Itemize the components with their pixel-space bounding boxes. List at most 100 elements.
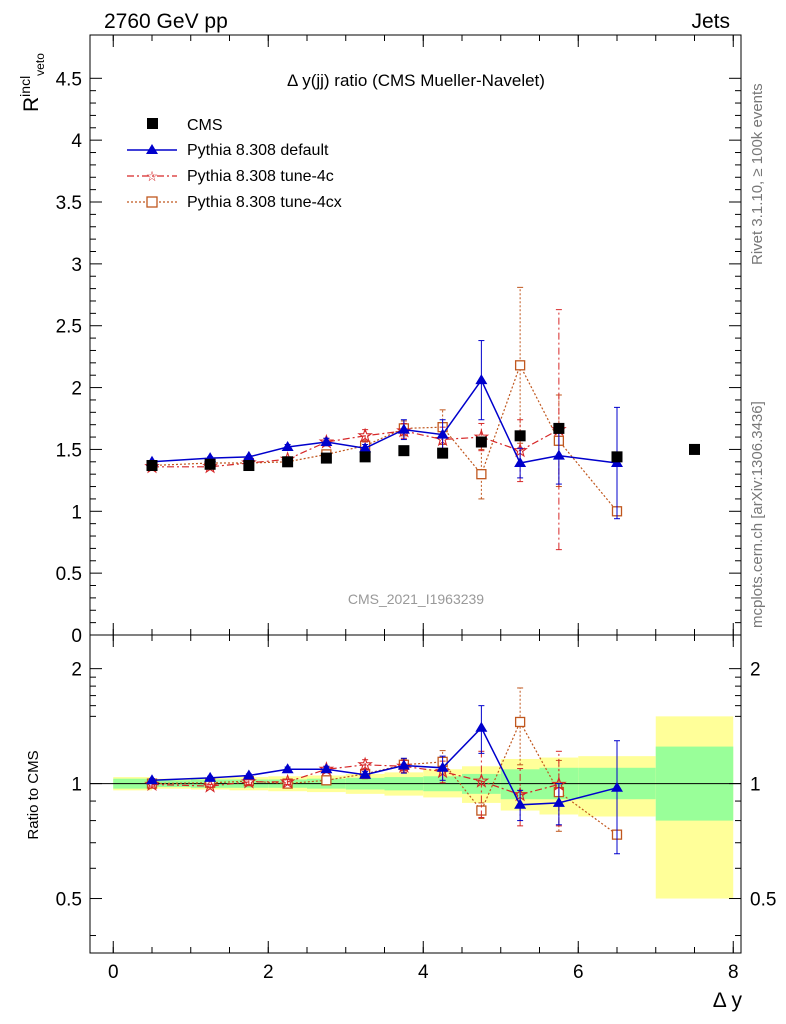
ratio-ytick-label-1: 1 [71, 775, 82, 796]
ratio-ytick-label-0: 0.5 [56, 890, 82, 911]
legend-label-default: Pythia 8.308 default [187, 142, 329, 159]
ratio-marker-default-3 [281, 763, 294, 774]
main-panel: 0 0.5 1 1.5 2 2.5 3 3.5 4 4.5 Δ y(jj) ratio (CMS … [17, 34, 742, 647]
ratio-marker-tune4c-2 [241, 773, 257, 789]
x-tick-label-2: 4 [418, 962, 429, 983]
main-marker-cms-4 [320, 452, 332, 464]
analysis-watermark: CMS_2021_I1963239 [348, 591, 484, 607]
main-marker-cms-8 [475, 436, 487, 448]
ratio-ytick-label-right-1: 1 [750, 775, 761, 796]
main-marker-cms-6 [398, 445, 410, 457]
side-text-mcplots: mcplots.cern.ch [arXiv:1306.3436] [749, 401, 766, 628]
main-ytick-label-8: 4 [71, 131, 82, 152]
main-marker-default-7 [436, 428, 449, 439]
header-right: Jets [691, 10, 730, 33]
main-y-label: Rinclveto [17, 53, 47, 112]
main-line-tune4c [152, 429, 560, 468]
legend-label-cms: CMS [187, 117, 223, 134]
ratio-marker-tune4c-1 [202, 777, 218, 793]
ratio-marker-default-2 [242, 769, 255, 780]
legend-marker-tune4c: ☆ [146, 168, 159, 184]
ratio-panel: 0.5 0.5 1 1 2 2 0 2 4 6 8 Ratio to CMS Δ y [25, 634, 776, 1012]
ratio-marker-default-10 [552, 796, 565, 807]
main-ytick-label-1: 0.5 [56, 564, 82, 585]
x-tick-label-1: 2 [263, 962, 274, 983]
main-marker-cms-12 [689, 443, 700, 455]
ratio-marker-default-8 [475, 721, 488, 732]
ratio-marker-default-9 [514, 798, 527, 809]
main-ytick-label-4: 2 [71, 379, 82, 400]
ratio-marker-default-0 [146, 774, 158, 785]
legend-entry-default: Pythia 8.308 default [127, 142, 329, 159]
main-marker-cms-9 [514, 430, 526, 442]
main-marker-cms-11 [611, 451, 623, 463]
ratio-marker-tune4c-3 [279, 773, 296, 789]
legend-label-tune4c: Pythia 8.308 tune-4c [187, 168, 334, 185]
legend-entry-cms: CMS [147, 117, 223, 134]
ratio-marker-default-4 [320, 763, 333, 774]
main-ytick-label-2: 1 [71, 502, 82, 523]
legend: CMS Pythia 8.308 default ☆ Pythia 8.308 … [127, 117, 342, 211]
ratio-marker-default-1 [204, 771, 217, 782]
main-line-tune4cx [151, 363, 618, 512]
main-ytick-label-9: 4.5 [56, 69, 82, 90]
ylabel-sub: veto [33, 53, 47, 76]
main-marker-cms-5 [359, 451, 371, 463]
legend-label-tune4cx: Pythia 8.308 tune-4cx [187, 194, 342, 211]
side-text-rivet: Rivet 3.1.10, ≥ 100k events [749, 83, 766, 265]
x-tick-label-0: 0 [108, 962, 119, 983]
ratio-marker-tune4c-5 [357, 756, 373, 772]
main-ytick-label-6: 3 [71, 255, 82, 276]
main-marker-cms-10 [553, 422, 565, 434]
ratio-ytick-label-right-0: 0.5 [750, 890, 776, 911]
main-marker-tune4cx-9 [514, 360, 526, 371]
main-marker-default-9 [514, 457, 527, 468]
ylabel-main: R [20, 97, 43, 112]
main-marker-cms-7 [437, 447, 449, 459]
main-ytick-label-5: 2.5 [56, 317, 82, 338]
main-line-default [151, 378, 618, 464]
main-marker-default-6 [397, 423, 410, 434]
main-marker-cms-3 [282, 456, 294, 468]
ratio-line-default [151, 726, 618, 806]
x-axis-label: Δ y [713, 989, 743, 1012]
ratio-marker-default-6 [397, 759, 410, 770]
legend-marker-tune4cx [146, 196, 158, 208]
header-left: 2760 GeV pp [104, 10, 228, 33]
main-ytick-label-3: 1.5 [56, 440, 82, 461]
ratio-marker-default-11 [611, 781, 623, 792]
main-marker-default-4 [320, 436, 333, 447]
legend-marker-default [146, 144, 158, 154]
main-marker-default-10 [552, 449, 565, 460]
main-marker-default-8 [475, 374, 488, 385]
x-tick-label-3: 6 [573, 962, 584, 983]
ratio-marker-tune4cx-9 [514, 716, 526, 728]
ratio-ytick-label-right-2: 2 [750, 660, 761, 681]
legend-entry-tune4cx: Pythia 8.308 tune-4cx [127, 194, 342, 211]
x-tick-label-4: 8 [728, 962, 739, 983]
main-marker-default-5 [359, 442, 372, 453]
main-marker-cms-1 [204, 458, 216, 470]
legend-entry-tune4c: ☆ Pythia 8.308 tune-4c [127, 168, 334, 185]
main-marker-default-3 [281, 440, 294, 451]
ratio-y-label: Ratio to CMS [25, 750, 42, 839]
svg-text:Rinclveto: Rinclveto [17, 53, 47, 112]
ratio-marker-tune4cx-4 [321, 775, 332, 786]
legend-marker-cms [147, 118, 158, 129]
ratio-marker-default-5 [359, 768, 372, 779]
main-marker-cms-0 [146, 460, 158, 472]
main-ytick-label-7: 3.5 [56, 193, 82, 214]
main-marker-tune4cx-8 [476, 469, 487, 480]
ylabel-sup: incl [17, 76, 33, 97]
ratio-marker-tune4c-8 [473, 772, 490, 788]
main-ytick-label-0: 0 [71, 626, 82, 647]
ratio-ytick-label-2: 2 [71, 660, 82, 681]
main-title: Δ y(jj) ratio (CMS Mueller-Navelet) [287, 71, 545, 90]
main-marker-default-2 [242, 450, 255, 461]
ratio-frame [89, 634, 742, 954]
main-marker-cms-2 [243, 460, 255, 472]
main-marker-tune4c-5 [357, 427, 373, 443]
ratio-marker-default-7 [436, 761, 449, 772]
